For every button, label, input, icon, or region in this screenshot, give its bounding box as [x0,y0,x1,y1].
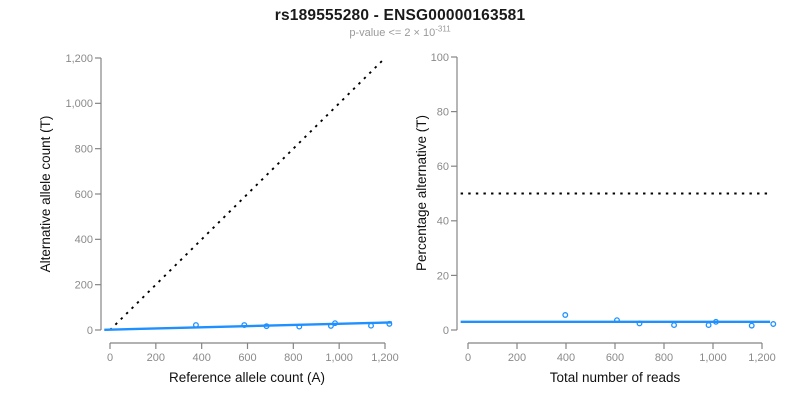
x-tick-label: 800 [284,352,302,364]
x-tick-label: 800 [655,352,673,364]
y-tick-label: 0 [443,325,449,337]
y-tick-label: 60 [437,161,449,173]
y-tick-label: 20 [437,270,449,282]
data-point [386,320,393,327]
fit-line [104,321,392,332]
data-point [263,323,270,330]
y-tick-label: 1,000 [65,98,93,110]
y-tick-label: 600 [75,189,93,201]
data-point [748,322,755,329]
x-axis-title: Reference allele count (A) [169,370,325,385]
x-tick-label: 600 [238,352,256,364]
y-tick-label: 1,200 [65,53,93,65]
data-point [296,323,303,330]
y-tick-label: 200 [75,280,93,292]
x-tick-label: 0 [465,352,471,364]
x-tick-label: 600 [606,352,624,364]
y-tick-label: 80 [437,106,449,118]
data-point [192,322,199,328]
x-tick-label: 200 [147,352,165,364]
identity-reference-line [109,57,386,331]
y-tick-label: 800 [75,144,93,156]
x-tick-label: 1,000 [699,352,727,364]
x-tick-label: 1,200 [371,352,399,364]
y-tick-label: 0 [87,325,93,337]
data-point [327,322,334,329]
data-point [770,321,777,327]
left-panel: 0 200 400 600 800 1,000 1,200 0 200 400 600 800 1,00… [38,53,399,385]
data-point [562,312,569,318]
data-point [241,322,248,328]
y-tick-label: 40 [437,216,449,228]
x-tick-label: 400 [192,352,210,364]
y-tick-label: 100 [431,52,449,64]
data-point [636,320,643,327]
subtitle-exponent: -311 [435,24,451,34]
y-axis-title: Alternative allele count (T) [38,116,53,273]
x-tick-label: 200 [508,352,526,364]
data-point [712,318,719,325]
x-tick-label: 400 [557,352,575,364]
x-tick-label: 1,200 [748,352,776,364]
data-point [332,320,338,327]
x-tick-label: 1,000 [325,352,353,364]
chart-title: rs189555280 - ENSG00000163581 [274,7,526,24]
x-tick-label: 0 [107,352,113,364]
chart-subtitle: p-value <= 2 × 10-311 [0,24,800,39]
data-point [705,322,712,329]
subtitle-pvalue-text: p-value <= 2 × 10 [349,27,436,39]
right-panel: 0 20 40 60 80 100 0 200 400 600 800 1,000 1,200 Total… [414,52,777,385]
y-tick-label: 400 [75,234,93,246]
data-point [614,317,620,324]
y-axis-title: Percentage alternative (T) [414,115,429,271]
data-point [671,322,677,329]
data-point [368,322,374,329]
x-axis-title: Total number of reads [550,370,681,385]
